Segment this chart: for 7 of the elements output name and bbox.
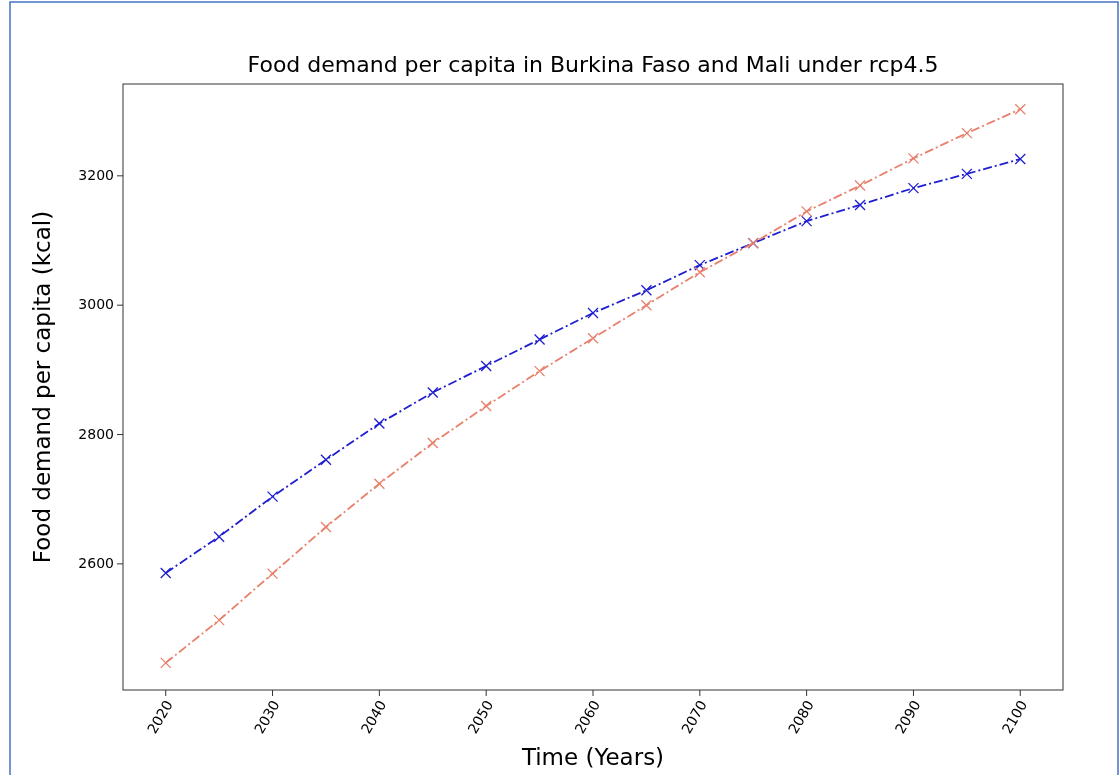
chart-title: Food demand per capita in Burkina Faso and Mali under rcp4.5 bbox=[247, 52, 939, 77]
y-tick-label: 2600 bbox=[78, 554, 114, 571]
y-axis-title: Food demand per capita (kcal) bbox=[29, 210, 55, 564]
y-tick-label: 3200 bbox=[78, 166, 114, 183]
x-axis-title: Time (Years) bbox=[520, 744, 665, 770]
y-tick-label: 2800 bbox=[78, 425, 114, 442]
y-tick-label: 3000 bbox=[78, 296, 114, 313]
